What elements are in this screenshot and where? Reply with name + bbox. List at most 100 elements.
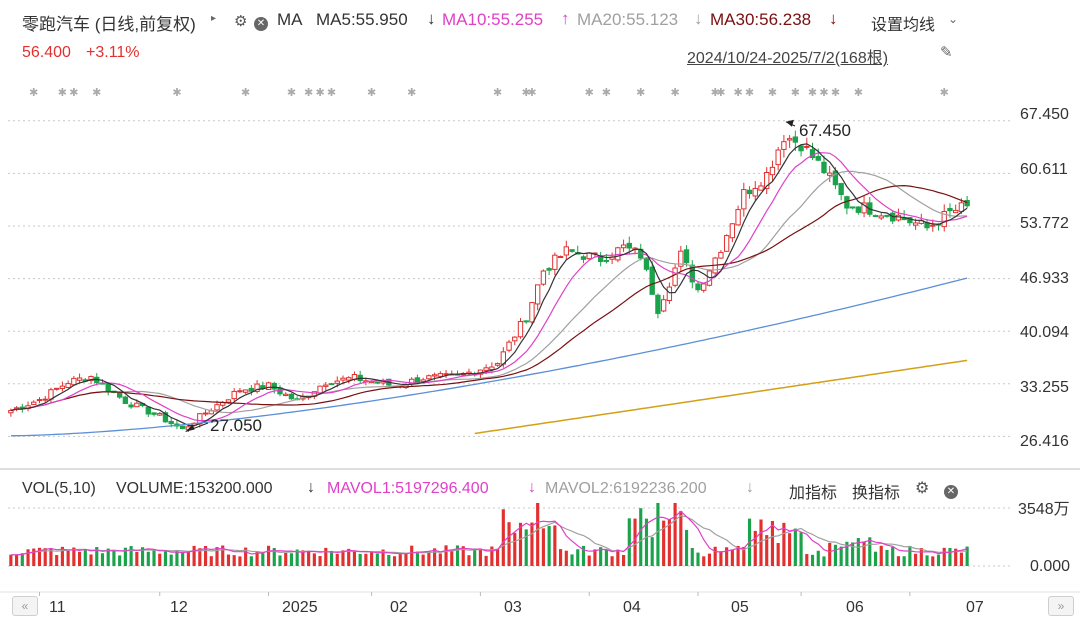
ma-settings-button[interactable]: 设置均线 <box>871 17 936 34</box>
candle-body <box>683 249 690 264</box>
candle-body <box>912 222 919 226</box>
mavol1-trend-icon: ↓ <box>528 479 536 496</box>
x-tick-label: 07 <box>966 599 984 616</box>
mavol2-value: MAVOL2:6192236.200 <box>545 480 707 497</box>
event-marker: ✱ <box>367 87 376 99</box>
expand-arrow-icon[interactable]: ▸ <box>211 13 217 24</box>
candle-body <box>718 251 724 259</box>
candle-body <box>729 223 736 239</box>
candle-body <box>494 363 501 366</box>
ma20-value: MA20:55.123 <box>577 10 679 29</box>
candle-body <box>414 377 421 383</box>
candle-body <box>540 270 547 285</box>
candle-body <box>964 199 970 207</box>
candle-body <box>546 268 552 271</box>
candle-body <box>672 267 678 286</box>
candle-body <box>65 383 71 388</box>
candle-body <box>237 390 243 393</box>
add-indicator-button[interactable]: 加指标 <box>789 485 838 502</box>
candle-body <box>758 185 764 191</box>
candle-body <box>930 224 936 227</box>
event-marker: ✱ <box>407 87 416 99</box>
close-icon[interactable]: ✕ <box>254 13 268 31</box>
date-range-link[interactable]: 2024/10/24-2025/7/2(168根) <box>687 50 889 67</box>
x-tick-label: 03 <box>504 599 522 616</box>
event-marker: ✱ <box>287 87 296 99</box>
candle-body <box>861 202 867 214</box>
event-marker: ✱ <box>716 87 725 99</box>
event-marker: ✱ <box>791 87 800 99</box>
candle-body <box>569 249 575 252</box>
candle-body <box>775 149 781 166</box>
candle-body <box>580 256 587 260</box>
event-marker: ✱ <box>819 87 828 99</box>
candle-body <box>317 385 323 394</box>
candle-body <box>283 393 289 397</box>
candle-body <box>855 206 862 213</box>
chevron-down-icon[interactable]: ⌄ <box>948 12 959 26</box>
event-marker: ✱ <box>527 87 536 99</box>
ma5-line <box>10 143 968 427</box>
gear-icon[interactable]: ⚙ <box>234 13 248 30</box>
switch-indicator-button[interactable]: 换指标 <box>852 485 901 502</box>
candle-body <box>225 399 232 403</box>
event-marker: ✱ <box>670 87 679 99</box>
x-tick-label: 12 <box>170 599 188 616</box>
candle-body <box>242 389 249 393</box>
gear-icon[interactable]: ⚙ <box>915 480 930 497</box>
y-tick-label: 53.772 <box>1020 215 1069 232</box>
candle-body <box>437 373 444 377</box>
candle-body <box>512 336 518 342</box>
scroll-left-button[interactable]: « <box>12 596 38 616</box>
candle-body <box>122 396 129 404</box>
candle-body <box>849 206 856 209</box>
candle-body <box>792 136 799 143</box>
candle-body <box>76 377 83 381</box>
candle-body <box>346 377 352 381</box>
ma20-trend-icon: ↓ <box>694 9 703 28</box>
candle-body <box>649 266 655 295</box>
candle-body <box>145 406 151 415</box>
event-marker: ✱ <box>854 87 863 99</box>
x-tick-label: 05 <box>731 599 749 616</box>
candle-body <box>489 366 495 371</box>
candle-body <box>626 242 632 249</box>
candle-body <box>620 244 627 249</box>
event-marker: ✱ <box>602 87 611 99</box>
candle-body <box>804 145 810 148</box>
mavol2-line <box>10 515 968 556</box>
candle-body <box>151 412 157 415</box>
candle-body <box>162 412 169 423</box>
event-marker: ✱ <box>69 87 78 99</box>
candle-body <box>134 402 140 408</box>
candle-body <box>958 202 965 212</box>
pin-icon[interactable]: ✎ <box>940 44 953 61</box>
event-marker: ✱ <box>493 87 502 99</box>
candle-body <box>517 320 524 338</box>
candle-body <box>660 299 667 312</box>
candle-body <box>443 373 449 376</box>
ma10-value: MA10:55.255 <box>442 10 544 29</box>
candle-body <box>323 384 329 387</box>
mavol1-value: MAVOL1:5197296.400 <box>327 480 489 497</box>
event-marker: ✱ <box>29 87 38 99</box>
event-marker: ✱ <box>940 87 949 99</box>
candle-body <box>506 341 512 351</box>
chart-title: 零跑汽车 (日线,前复权) <box>22 15 196 34</box>
low-annotation: 27.050 <box>210 416 262 435</box>
candle-body <box>941 210 947 228</box>
candle-body <box>179 425 186 430</box>
candle-body <box>214 404 220 411</box>
candle-body <box>31 401 37 406</box>
mavol2-trend-icon: ↓ <box>746 479 754 496</box>
y-tick-label: 40.094 <box>1020 324 1069 341</box>
low-arrowhead <box>185 424 195 432</box>
event-marker: ✱ <box>327 87 336 99</box>
vol-tick-label: 3548万 <box>1018 501 1070 518</box>
close-icon[interactable]: ✕ <box>944 481 958 499</box>
candle-body <box>953 209 959 214</box>
candle-body <box>529 302 535 323</box>
ma-label: MA <box>277 10 303 29</box>
scroll-right-button[interactable]: » <box>1048 596 1074 616</box>
